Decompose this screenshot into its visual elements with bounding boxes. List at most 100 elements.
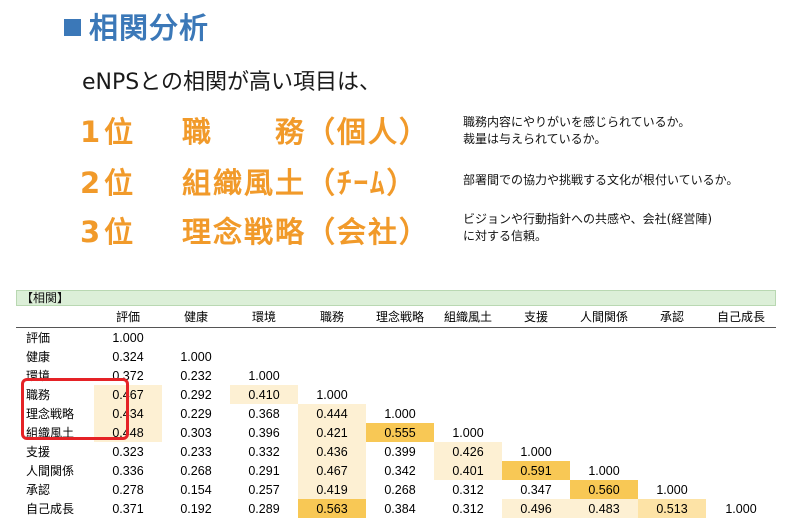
column-header — [16, 306, 94, 328]
table-cell: 1.000 — [248, 368, 280, 383]
table-cell: 1.000 — [384, 406, 416, 421]
table-cell — [502, 347, 570, 366]
rank-number: 1位 — [80, 115, 138, 149]
table-cell: 1.000 — [452, 425, 484, 440]
lead-text: eNPSとの相関が高い項目は、 — [82, 70, 382, 95]
table-cell — [502, 366, 570, 385]
table-cell — [638, 385, 706, 404]
table-cell — [706, 423, 776, 442]
title-text: 相関分析 — [89, 11, 210, 45]
table-cell: 0.421 — [298, 423, 366, 442]
table-cell — [434, 404, 502, 423]
table-cell — [502, 423, 570, 442]
table-row: 健康 0.324 1.000 — [16, 347, 776, 366]
column-header: 健康 — [162, 306, 230, 328]
table-cell — [638, 347, 706, 366]
table-cell — [298, 366, 366, 385]
table-row: 環境 0.372 0.232 1.000 — [16, 366, 776, 385]
table-cell: 0.324 — [112, 349, 144, 364]
table-cell: 0.233 — [180, 444, 212, 459]
row-label: 自己成長 — [26, 502, 75, 516]
table-cell — [706, 461, 776, 480]
row-label: 組織風土 — [26, 426, 75, 440]
table-cell: 0.303 — [180, 425, 212, 440]
table-row: 組織風土 0.448 0.303 0.396 0.421 0.555 1.000 — [16, 423, 776, 442]
table-cell — [638, 461, 706, 480]
table-cell: 1.000 — [588, 463, 620, 478]
table-cell: 0.560 — [570, 480, 638, 499]
column-header: 組織風土 — [434, 306, 502, 328]
table-cell: 0.396 — [248, 425, 280, 440]
table-cell: 0.268 — [384, 482, 416, 497]
table-cell: 0.591 — [502, 461, 570, 480]
table-cell: 0.323 — [112, 444, 144, 459]
table-cell — [570, 347, 638, 366]
table-caption: 【相関】 — [16, 290, 776, 306]
column-header: 職務 — [298, 306, 366, 328]
table-cell: 0.347 — [520, 482, 552, 497]
table-cell: 0.291 — [248, 463, 280, 478]
table-cell: 0.563 — [298, 499, 366, 518]
table-cell: 0.401 — [434, 461, 502, 480]
table-cell: 1.000 — [520, 444, 552, 459]
table-row: 支援 0.323 0.233 0.332 0.436 0.399 0.426 1.000 — [16, 442, 776, 461]
correlation-table: 評価 健康 環境 職務 理念戦略 組織風土 支援 人間関係 承認 自己成長 評価… — [16, 306, 776, 518]
table-cell: 0.368 — [248, 406, 280, 421]
row-label: 理念戦略 — [26, 407, 75, 421]
table-cell — [570, 366, 638, 385]
table-cell — [638, 404, 706, 423]
rank-description-1: 職務内容にやりがいを感じられているか。 裁量は与えられているか。 — [463, 115, 691, 146]
table-cell — [162, 328, 230, 348]
table-cell — [638, 423, 706, 442]
table-cell — [570, 328, 638, 348]
table-cell: 0.444 — [298, 404, 366, 423]
table-cell: 0.410 — [230, 385, 298, 404]
table-cell — [366, 347, 434, 366]
table-cell — [230, 347, 298, 366]
table-cell: 0.513 — [638, 499, 706, 518]
ranking-2: 2位 組織風土（ﾁｰﾑ） — [80, 159, 462, 203]
table-cell: 0.555 — [366, 423, 434, 442]
table-cell — [502, 385, 570, 404]
table-cell: 0.232 — [180, 368, 212, 383]
table-cell: 0.371 — [112, 501, 144, 516]
table-cell: 1.000 — [316, 387, 348, 402]
table-cell — [570, 404, 638, 423]
table-cell: 1.000 — [725, 501, 757, 516]
table-row: 承認 0.278 0.154 0.257 0.419 0.268 0.312 0.347 0.5… — [16, 480, 776, 499]
table-cell: 0.496 — [502, 499, 570, 518]
column-header: 人間関係 — [570, 306, 638, 328]
table-cell: 0.426 — [434, 442, 502, 461]
table-cell — [502, 328, 570, 348]
column-header: 自己成長 — [706, 306, 776, 328]
table-cell: 0.154 — [180, 482, 212, 497]
table-cell — [570, 442, 638, 461]
table-cell: 0.257 — [248, 482, 280, 497]
table-cell — [502, 404, 570, 423]
table-cell — [638, 366, 706, 385]
row-label: 人間関係 — [26, 464, 75, 478]
table-cell — [434, 385, 502, 404]
table-cell: 0.483 — [570, 499, 638, 518]
correlation-table-section: 【相関】 評価 健康 環境 職務 理念戦略 組織風土 支援 人間関係 承認 自己… — [16, 290, 776, 520]
table-cell — [706, 442, 776, 461]
row-label: 評価 — [26, 331, 51, 345]
row-label: 健康 — [26, 350, 51, 364]
ranking-3: 3位 理念戦略（会社） — [80, 208, 462, 252]
table-header-row: 評価 健康 環境 職務 理念戦略 組織風土 支援 人間関係 承認 自己成長 — [16, 306, 776, 328]
table-cell — [706, 385, 776, 404]
table-cell — [298, 347, 366, 366]
rank-item: 組織風土（ﾁｰﾑ） — [182, 166, 418, 200]
column-header: 評価 — [94, 306, 162, 328]
table-row: 人間関係 0.336 0.268 0.291 0.467 0.342 0.401 0.591 1… — [16, 461, 776, 480]
rank-number: 2位 — [80, 166, 138, 200]
page-title: 相関分析 — [64, 6, 209, 46]
table-cell: 0.268 — [180, 463, 212, 478]
table-cell: 0.289 — [248, 501, 280, 516]
table-cell: 0.467 — [298, 461, 366, 480]
table-cell — [638, 442, 706, 461]
table-cell — [366, 328, 434, 348]
table-cell — [434, 366, 502, 385]
table-cell: 1.000 — [180, 349, 212, 364]
row-label: 支援 — [26, 445, 51, 459]
